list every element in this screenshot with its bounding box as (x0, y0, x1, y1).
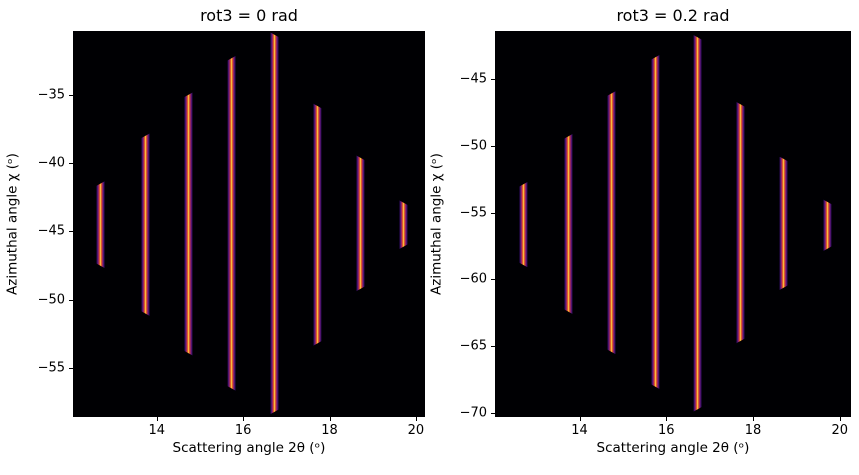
y-tick-label: −35 (37, 87, 65, 103)
plot-title-right: rot3 = 0.2 rad (616, 6, 730, 25)
y-tick-mark (491, 212, 495, 214)
diffraction-peak-line (356, 155, 365, 291)
diffraction-peak-line (607, 91, 616, 354)
x-axis-label-right: Scattering angle 2θ (ᵒ) (596, 440, 750, 456)
y-tick-mark (69, 95, 73, 97)
y-axis-label-right: Azimuthal angle χ (ᵒ) (428, 153, 445, 295)
y-tick-label: −60 (459, 271, 487, 287)
diffraction-peak-line (270, 32, 279, 414)
diffraction-peak-line (651, 55, 660, 389)
diffraction-peak-line (141, 133, 150, 316)
y-tick-mark (69, 367, 73, 369)
x-tick-mark (329, 417, 331, 421)
y-tick-label: −45 (37, 223, 65, 239)
y-axis-label-left: Azimuthal angle χ (ᵒ) (4, 153, 21, 295)
y-tick-mark (491, 79, 495, 81)
diffraction-peak-line (693, 35, 702, 412)
y-tick-label: −55 (459, 205, 487, 221)
y-tick-label: −45 (459, 71, 487, 87)
diffraction-peak-line (227, 56, 236, 392)
y-tick-mark (491, 346, 495, 348)
diffraction-peak-line (96, 181, 105, 268)
diffraction-peak-line (184, 92, 193, 355)
diffraction-peak-line (823, 199, 832, 251)
plot-area-left: 14 16 18 20 −35 −40 −45 −50 −55 (38, 31, 425, 437)
diffraction-peak-line (736, 102, 745, 344)
y-tick-mark (69, 231, 73, 233)
diffraction-peak-line (564, 134, 573, 314)
x-tick-mark (156, 417, 158, 421)
y-tick-mark (491, 145, 495, 147)
x-tick-label: 20 (831, 423, 848, 438)
x-tick-mark (839, 417, 841, 421)
y-tick-label: −70 (459, 405, 487, 421)
x-tick-mark (579, 417, 581, 421)
y-tick-mark (69, 299, 73, 301)
y-tick-label: −65 (459, 338, 487, 354)
diffraction-peak-line (779, 157, 788, 291)
x-tick-mark (666, 417, 668, 421)
diffraction-peak-line (519, 182, 528, 267)
plot-canvas-left (73, 31, 425, 417)
x-tick-label: 18 (744, 423, 762, 438)
x-tick-label: 20 (407, 423, 425, 438)
x-tick-label: 18 (321, 423, 338, 438)
plot-title-left: rot3 = 0 rad (200, 6, 298, 25)
plot-canvas-right (495, 31, 851, 417)
y-tick-label: −55 (37, 360, 65, 376)
y-tick-label: −40 (37, 155, 65, 171)
y-tick-label: −50 (37, 292, 65, 308)
x-tick-mark (415, 417, 417, 421)
y-tick-mark (491, 279, 495, 281)
x-tick-mark (243, 417, 245, 421)
y-tick-mark (491, 412, 495, 414)
x-tick-mark (753, 417, 754, 421)
x-tick-label: 14 (571, 423, 588, 438)
y-tick-label: −50 (459, 138, 487, 154)
diffraction-peak-line (313, 103, 322, 346)
diffraction-peak-line (399, 200, 408, 249)
y-tick-mark (69, 163, 73, 165)
x-tick-label: 16 (234, 423, 252, 438)
x-tick-label: 16 (657, 423, 675, 438)
x-axis-label-left: Scattering angle 2θ (ᵒ) (172, 440, 326, 456)
x-tick-label: 14 (148, 423, 166, 438)
plot-area-right: 14 16 18 20 −45 −50 −55 −60 −65 −70 (460, 31, 851, 437)
